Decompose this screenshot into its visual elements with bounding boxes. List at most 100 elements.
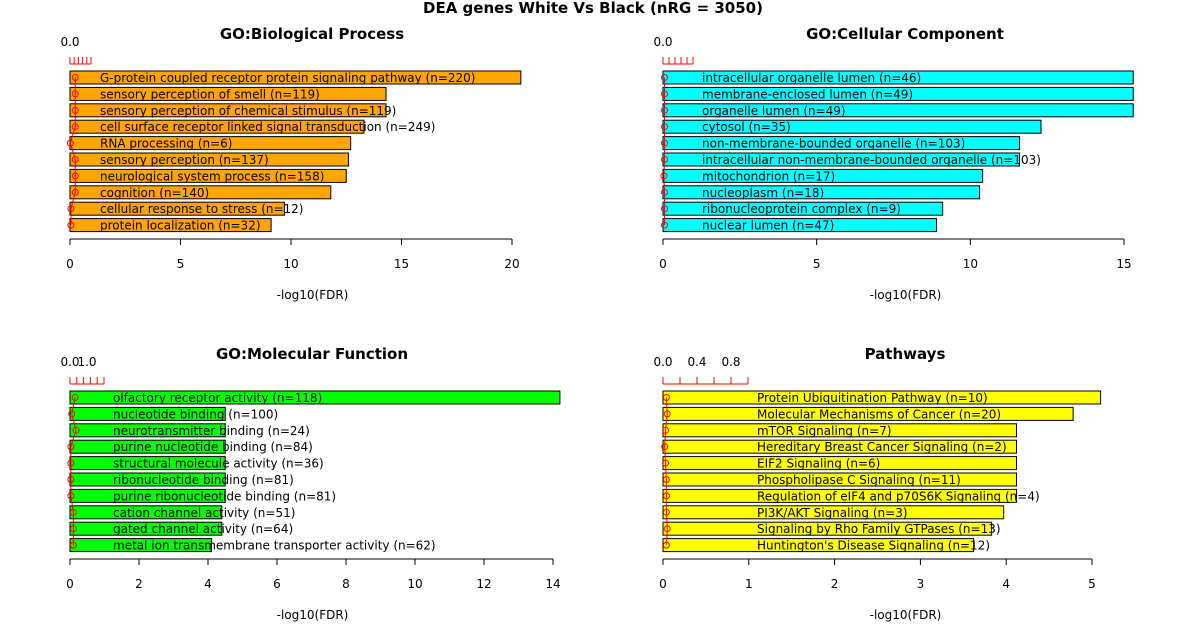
x-tick-label: 12	[476, 577, 491, 591]
bar-label: sensory perception of smell (n=119)	[100, 87, 320, 101]
top-tick-label: 0.0	[60, 35, 79, 49]
bar	[69, 472, 226, 487]
ratio-point	[69, 541, 77, 549]
bar-label: cellular response to stress (n=12)	[100, 202, 304, 216]
panel-3: GO:Molecular Function 0.01.0 olfactory rec…	[60, 345, 560, 622]
ratio-point	[71, 394, 79, 401]
bar-label: organelle lumen (n=49)	[702, 104, 846, 118]
x-tick-label: 0	[659, 577, 667, 591]
top-tick-label: 0.0	[653, 355, 672, 369]
x-tick-label: 1	[745, 577, 753, 591]
bar	[662, 168, 984, 183]
ratio-line	[69, 77, 76, 226]
bar	[662, 86, 1134, 101]
ratio-point	[67, 443, 75, 451]
x-tick-label: 10	[407, 577, 422, 591]
ratio-point	[71, 106, 79, 114]
bar-label: Protein Ubiquitination Pathway (n=10)	[757, 391, 988, 405]
bar	[69, 86, 387, 101]
ratio-point	[661, 139, 668, 147]
bar	[69, 185, 332, 200]
ratio-point	[661, 221, 668, 229]
bar	[662, 152, 1021, 167]
bar-label: neurotransmitter binding (n=24)	[113, 424, 310, 438]
top-tick-label: 0.8	[721, 355, 740, 369]
bar-label: sensory perception (n=137)	[100, 153, 269, 167]
bar	[69, 103, 387, 118]
ratio-point	[663, 525, 671, 533]
bar-label: structural molecule activity (n=36)	[113, 457, 324, 471]
bar-label: membrane-enclosed lumen (n=49)	[702, 87, 913, 101]
bar-label: Molecular Mechanisms of Cancer (n=20)	[757, 407, 1001, 421]
figure-title: DEA genes White Vs Black (nRG = 3050)	[423, 0, 763, 17]
bar-label: protein localization (n=32)	[100, 219, 261, 233]
bar-label: Signaling by Rho Family GTPases (n=13)	[757, 522, 1001, 536]
x-tick-label: 5	[1088, 577, 1096, 591]
bar-label: Regulation of eIF4 and p70S6K Signaling …	[757, 489, 1040, 503]
top-tick-label: 1.0	[77, 355, 96, 369]
ratio-point	[71, 188, 79, 196]
panel-title: GO:Molecular Function	[216, 345, 408, 363]
ratio-point	[71, 74, 79, 81]
bar	[69, 390, 561, 405]
x-tick-label: 5	[177, 257, 185, 271]
bar	[662, 185, 981, 200]
bar-label: EIF2 Signaling (n=6)	[757, 457, 880, 471]
ratio-point	[662, 541, 670, 549]
x-tick-label: 0	[659, 257, 667, 271]
top-tick-label: 0.0	[60, 355, 79, 369]
x-tick-label: 15	[394, 257, 409, 271]
bar	[662, 201, 944, 216]
bar	[662, 119, 1042, 134]
ratio-point	[69, 525, 77, 533]
bar	[69, 488, 226, 503]
ratio-point	[661, 90, 668, 98]
ratio-line	[664, 397, 668, 546]
panel-2: GO:Cellular Component 0.0 intracellular or…	[653, 25, 1134, 302]
x-tick-label: 4	[204, 577, 212, 591]
ratio-point	[71, 172, 79, 180]
ratio-point	[662, 394, 670, 401]
bar-label: mitochondrion (n=17)	[702, 169, 835, 183]
bar-label: G-protein coupled receptor protein signa…	[100, 71, 476, 85]
bar-label: neurological system process (n=158)	[100, 169, 324, 183]
x-axis-label: -log10(FDR)	[277, 288, 349, 302]
ratio-point	[661, 123, 668, 131]
top-tick-label: 0.4	[687, 355, 706, 369]
bar-label: non-membrane-bounded organelle (n=103)	[702, 137, 965, 151]
bar	[69, 218, 272, 233]
ratio-line	[663, 77, 665, 226]
x-tick-label: 14	[545, 577, 560, 591]
bar-label: gated channel activity (n=64)	[113, 522, 293, 536]
x-tick-label: 0	[66, 257, 74, 271]
bar	[662, 70, 1134, 85]
ratio-point	[66, 139, 74, 147]
ratio-point	[67, 492, 75, 500]
bar	[662, 103, 1134, 118]
bar-label: nuclear lumen (n=47)	[702, 219, 834, 233]
ratio-point	[661, 74, 668, 81]
bar	[69, 152, 349, 167]
x-axis-label: -log10(FDR)	[870, 608, 942, 622]
x-tick-label: 10	[283, 257, 298, 271]
bar	[662, 521, 993, 536]
ratio-point	[661, 188, 668, 196]
ratio-point	[661, 443, 669, 451]
ratio-line	[70, 397, 77, 546]
x-tick-label: 3	[917, 577, 925, 591]
ratio-point	[662, 508, 670, 516]
ratio-point	[67, 476, 75, 483]
ratio-point	[662, 459, 670, 467]
bar-label: PI3K/AKT Signaling (n=3)	[757, 506, 908, 520]
bar-label: Hereditary Breast Cancer Signaling (n=2)	[757, 440, 1007, 454]
bar	[69, 168, 347, 183]
x-tick-label: 20	[504, 257, 519, 271]
panel-title: Pathways	[865, 345, 946, 363]
ratio-point	[662, 492, 670, 500]
bar-label: RNA processing (n=6)	[100, 137, 232, 151]
ratio-point	[662, 476, 670, 483]
top-tick-label: 0.0	[653, 35, 672, 49]
bar-label: Phospholipase C Signaling (n=11)	[757, 473, 961, 487]
panel-4: Pathways 0.0 0.4 0.8 Protein Ubiquitination …	[653, 345, 1102, 622]
